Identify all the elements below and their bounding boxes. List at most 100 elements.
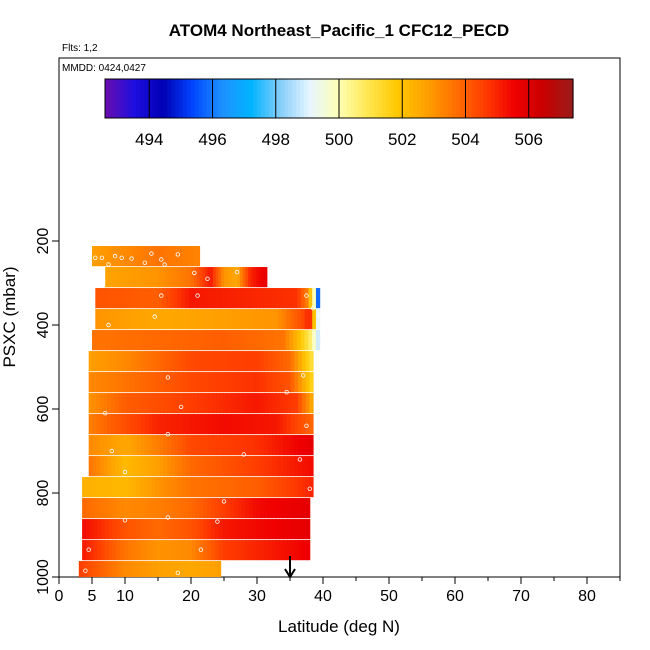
heatmap-cell: [228, 330, 233, 351]
heatmap-cell: [115, 267, 120, 288]
heatmap-cell: [312, 309, 317, 330]
x-tick-label: 80: [578, 588, 596, 605]
sample-point: [83, 568, 88, 573]
heatmap-cell: [167, 456, 172, 477]
heatmap-cell: [259, 288, 265, 309]
heatmap-cell: [189, 351, 194, 372]
heatmap-cell: [178, 435, 183, 456]
heatmap-cell: [294, 435, 299, 456]
heatmap-cell: [154, 498, 159, 519]
heatmap-cell: [189, 456, 194, 477]
heatmap-cell: [234, 372, 239, 393]
heatmap-cell: [154, 540, 159, 561]
heatmap-cell: [133, 246, 136, 267]
heatmap-cell: [197, 372, 202, 393]
x-tick-label: 0: [55, 588, 64, 605]
heatmap-cell: [191, 267, 195, 288]
x-tick-label: 10: [116, 588, 134, 605]
colorbar-swatch: [483, 79, 488, 118]
heatmap-cell: [199, 267, 203, 288]
heatmap-cell: [139, 498, 144, 519]
heatmap-cell: [166, 288, 171, 309]
heatmap-cell: [249, 393, 254, 414]
heatmap-cell: [183, 267, 187, 288]
heatmap-cell: [178, 414, 183, 435]
heatmap-cell: [195, 498, 201, 519]
colorbar-swatch: [405, 79, 410, 118]
heatmap-cell: [137, 456, 142, 477]
colorbar-swatch: [506, 79, 512, 118]
heatmap-cell: [167, 372, 172, 393]
heatmap-cell: [298, 435, 303, 456]
heatmap-cell: [133, 351, 138, 372]
heatmap-cell: [186, 267, 190, 288]
heatmap-cell: [187, 246, 190, 267]
heatmap-cell: [129, 267, 133, 288]
heatmap-cell: [253, 456, 258, 477]
heatmap-cell: [136, 477, 141, 498]
heatmap-cell: [211, 519, 216, 540]
heatmap-cell: [184, 519, 189, 540]
heatmap-cell: [158, 288, 164, 309]
heatmap-cell: [109, 246, 113, 267]
heatmap-cell: [240, 330, 245, 351]
heatmap-cell: [147, 309, 152, 330]
heatmap-cell: [287, 498, 292, 519]
heatmap-cell: [275, 435, 280, 456]
heatmap-cell: [156, 561, 160, 577]
heatmap-cell: [156, 393, 161, 414]
heatmap-cell: [242, 351, 247, 372]
colorbar-swatch: [292, 79, 297, 118]
heatmap-cell: [199, 561, 203, 577]
heatmap-cell: [167, 330, 173, 351]
heatmap-cell: [131, 519, 136, 540]
heatmap-cell: [278, 309, 283, 330]
heatmap-cell: [137, 351, 142, 372]
sample-point: [165, 375, 171, 380]
heatmap-cell: [89, 498, 94, 519]
heatmap-cell: [128, 309, 134, 330]
sample-point: [119, 255, 124, 260]
colorbar-swatch: [444, 79, 449, 118]
heatmap-cell: [124, 267, 128, 288]
heatmap-cell: [197, 351, 202, 372]
heatmap-cell: [173, 519, 178, 540]
heatmap-cell: [173, 561, 177, 577]
sample-point: [304, 423, 309, 428]
colorbar-swatch: [331, 79, 336, 118]
heatmap-cell: [305, 456, 310, 477]
heatmap-cell: [159, 393, 164, 414]
heatmap-cell: [103, 372, 108, 393]
arrow-marker-head: [284, 568, 296, 579]
heatmap-cell: [121, 561, 125, 577]
heatmap-cell: [169, 519, 174, 540]
heatmap-cell: [267, 309, 272, 330]
heatmap-cell: [174, 456, 179, 477]
heatmap-cell: [142, 561, 146, 577]
heatmap-cell: [153, 267, 157, 288]
heatmap-cell: [110, 288, 115, 309]
heatmap-cell: [245, 519, 250, 540]
heatmap-cell: [85, 477, 91, 498]
heatmap-cell: [238, 456, 243, 477]
heatmap-cell: [96, 351, 101, 372]
y-tick-label: 600: [35, 396, 52, 423]
heatmap-cell: [116, 561, 120, 577]
colorbar-swatch: [561, 79, 566, 118]
heatmap-cell: [148, 330, 154, 351]
heatmap-cell: [283, 456, 288, 477]
heatmap-cell: [223, 267, 227, 288]
heatmap-cell: [163, 456, 168, 477]
heatmap-cell: [200, 414, 206, 435]
colorbar-tick-label: 506: [515, 130, 543, 149]
heatmap-cell: [275, 456, 280, 477]
heatmap-cell: [118, 372, 123, 393]
heatmap-cell: [164, 267, 168, 288]
heatmap-cell: [294, 540, 299, 561]
heatmap-cell: [198, 330, 203, 351]
heatmap-cell: [293, 288, 298, 309]
heatmap-cell: [178, 561, 181, 577]
heatmap-cell: [158, 540, 163, 561]
colorbar-swatch: [475, 79, 480, 118]
heatmap-cell: [230, 393, 236, 414]
